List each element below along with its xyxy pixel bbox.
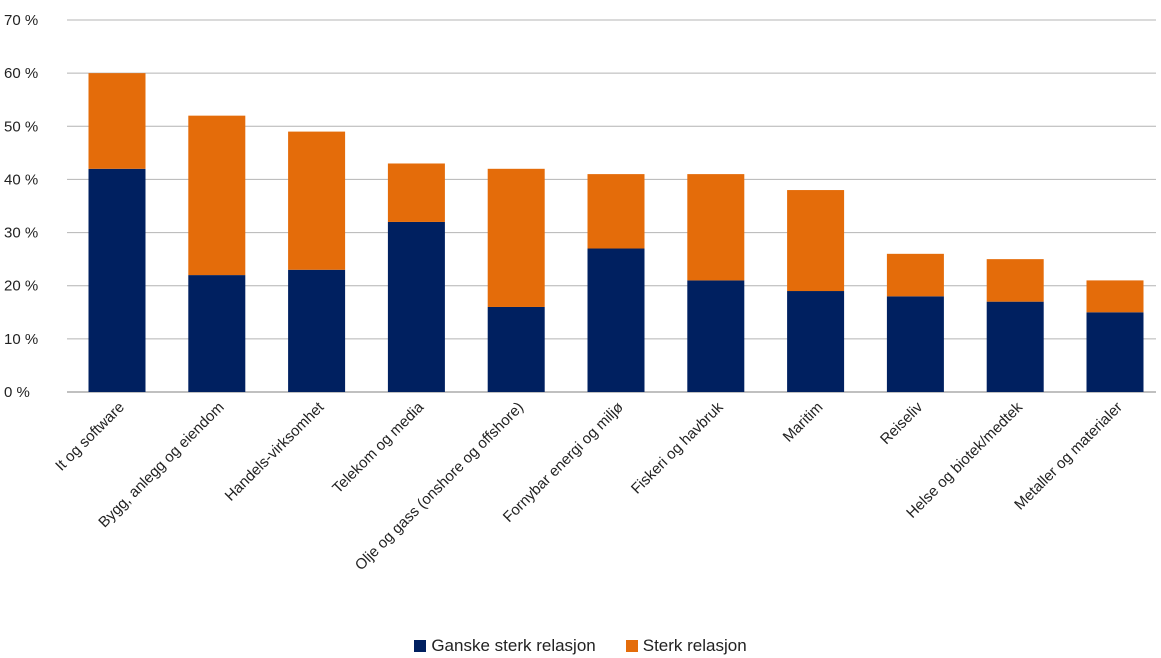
bar-segment-ganske-sterk [88, 168, 146, 392]
x-tick-label: Maritim [780, 399, 827, 446]
legend-swatch-sterk [625, 640, 638, 652]
bar-segment-sterk [787, 190, 845, 292]
bar-segment-ganske-sterk [687, 280, 745, 392]
y-tick-label: 60 % [4, 65, 38, 82]
x-tick-label: Handels-virksomhet [222, 398, 328, 504]
y-tick-label: 10 % [4, 331, 38, 348]
bar-segment-ganske-sterk [587, 248, 645, 392]
x-tick-label: Metaller og materialer [1011, 399, 1126, 514]
x-tick-label: Helse og biotek/medtek [903, 398, 1026, 521]
chart-svg: 0 % 10 % 20 % 30 % 40 % 50 % 60 % 70 % It og sof… [4, 12, 1156, 574]
x-tick-label: Fiskeri og havbruk [628, 398, 727, 497]
bar-segment-ganske-sterk [787, 291, 845, 392]
bar-segment-ganske-sterk [886, 296, 944, 392]
bar-segment-sterk [288, 131, 346, 270]
bar-segment-sterk [587, 174, 645, 249]
y-tick-label: 30 % [4, 225, 38, 242]
bar-segment-sterk [886, 253, 944, 297]
y-tick-label: 50 % [4, 118, 38, 135]
legend-item-ganske-sterk: Ganske sterk relasjon [414, 636, 596, 656]
bar-segment-ganske-sterk [288, 269, 346, 392]
bar-segment-sterk [687, 174, 745, 281]
bar-segment-ganske-sterk [188, 275, 246, 392]
x-tick-label: Telekom og media [329, 398, 428, 497]
y-tick-label: 40 % [4, 171, 38, 188]
bar-segment-ganske-sterk [487, 306, 545, 392]
y-tick-label: 20 % [4, 278, 38, 295]
bar-segment-sterk [188, 115, 246, 276]
legend-label-sterk: Sterk relasjon [642, 636, 747, 655]
legend-label-ganske-sterk: Ganske sterk relasjon [431, 636, 596, 655]
bar-segment-sterk [986, 259, 1044, 302]
legend-item-sterk: Sterk relasjon [625, 636, 747, 656]
bar-segment-sterk [1086, 280, 1144, 313]
x-tick-label: It og software [52, 399, 128, 475]
bar-segment-sterk [487, 168, 545, 307]
bar-segment-sterk [387, 163, 445, 222]
bar-segment-sterk [88, 73, 146, 169]
y-tick-label: 0 % [4, 384, 30, 401]
bar-segment-ganske-sterk [387, 221, 445, 392]
bar-segment-ganske-sterk [1086, 312, 1144, 392]
legend-swatch-ganske-sterk [414, 640, 427, 652]
legend: Ganske sterk relasjon Sterk relasjon [0, 636, 1161, 656]
x-tick-label: Reiseliv [877, 398, 927, 448]
y-tick-label: 70 % [4, 12, 38, 29]
x-tick-label: Olje og gass (onshore og offshore) [352, 399, 527, 574]
bar-segment-ganske-sterk [986, 301, 1044, 392]
